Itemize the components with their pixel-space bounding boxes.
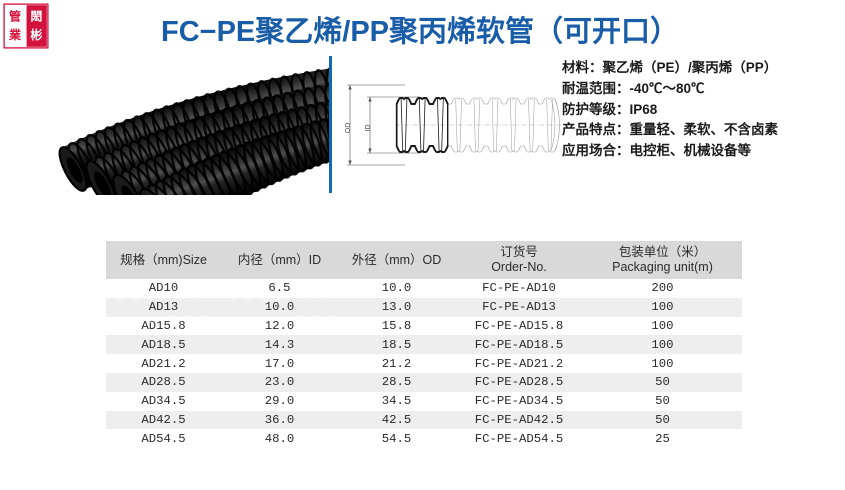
svg-text:閎: 閎 xyxy=(30,10,42,24)
svg-text:業: 業 xyxy=(8,27,22,42)
svg-text:彬: 彬 xyxy=(30,27,42,42)
svg-text:OD: OD xyxy=(345,123,352,134)
svg-text:ID: ID xyxy=(365,125,372,132)
svg-text:管: 管 xyxy=(9,9,21,24)
